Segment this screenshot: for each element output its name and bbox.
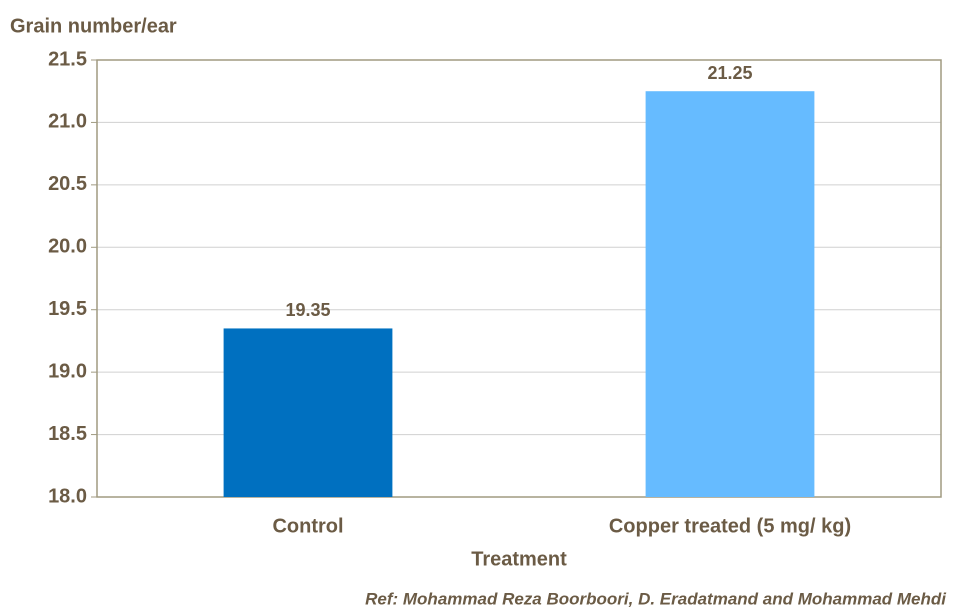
y-axis-label: Grain number/ear <box>10 15 177 37</box>
x-tick-label: Control <box>272 515 343 537</box>
plot-frame <box>96 59 942 498</box>
reference-note: Ref: Mohammad Reza Boorboori, D. Eradatm… <box>365 589 947 608</box>
y-tick-label: 18.5 <box>48 423 87 445</box>
x-axis-label: Treatment <box>471 548 567 570</box>
y-tick-label: 18.0 <box>48 485 87 507</box>
data-label: 21.25 <box>707 63 752 83</box>
y-tick-label: 19.5 <box>48 298 87 320</box>
y-tick-label: 20.5 <box>48 173 87 195</box>
y-tick-label: 20.0 <box>48 236 87 258</box>
y-tick-label: 21.5 <box>48 48 87 70</box>
y-tick-label: 19.0 <box>48 360 87 382</box>
x-tick-label: Copper treated (5 mg/ kg) <box>609 515 851 537</box>
data-label: 19.35 <box>285 300 330 320</box>
bar <box>645 91 815 497</box>
bar <box>223 328 393 497</box>
y-tick-label: 21.0 <box>48 111 87 133</box>
